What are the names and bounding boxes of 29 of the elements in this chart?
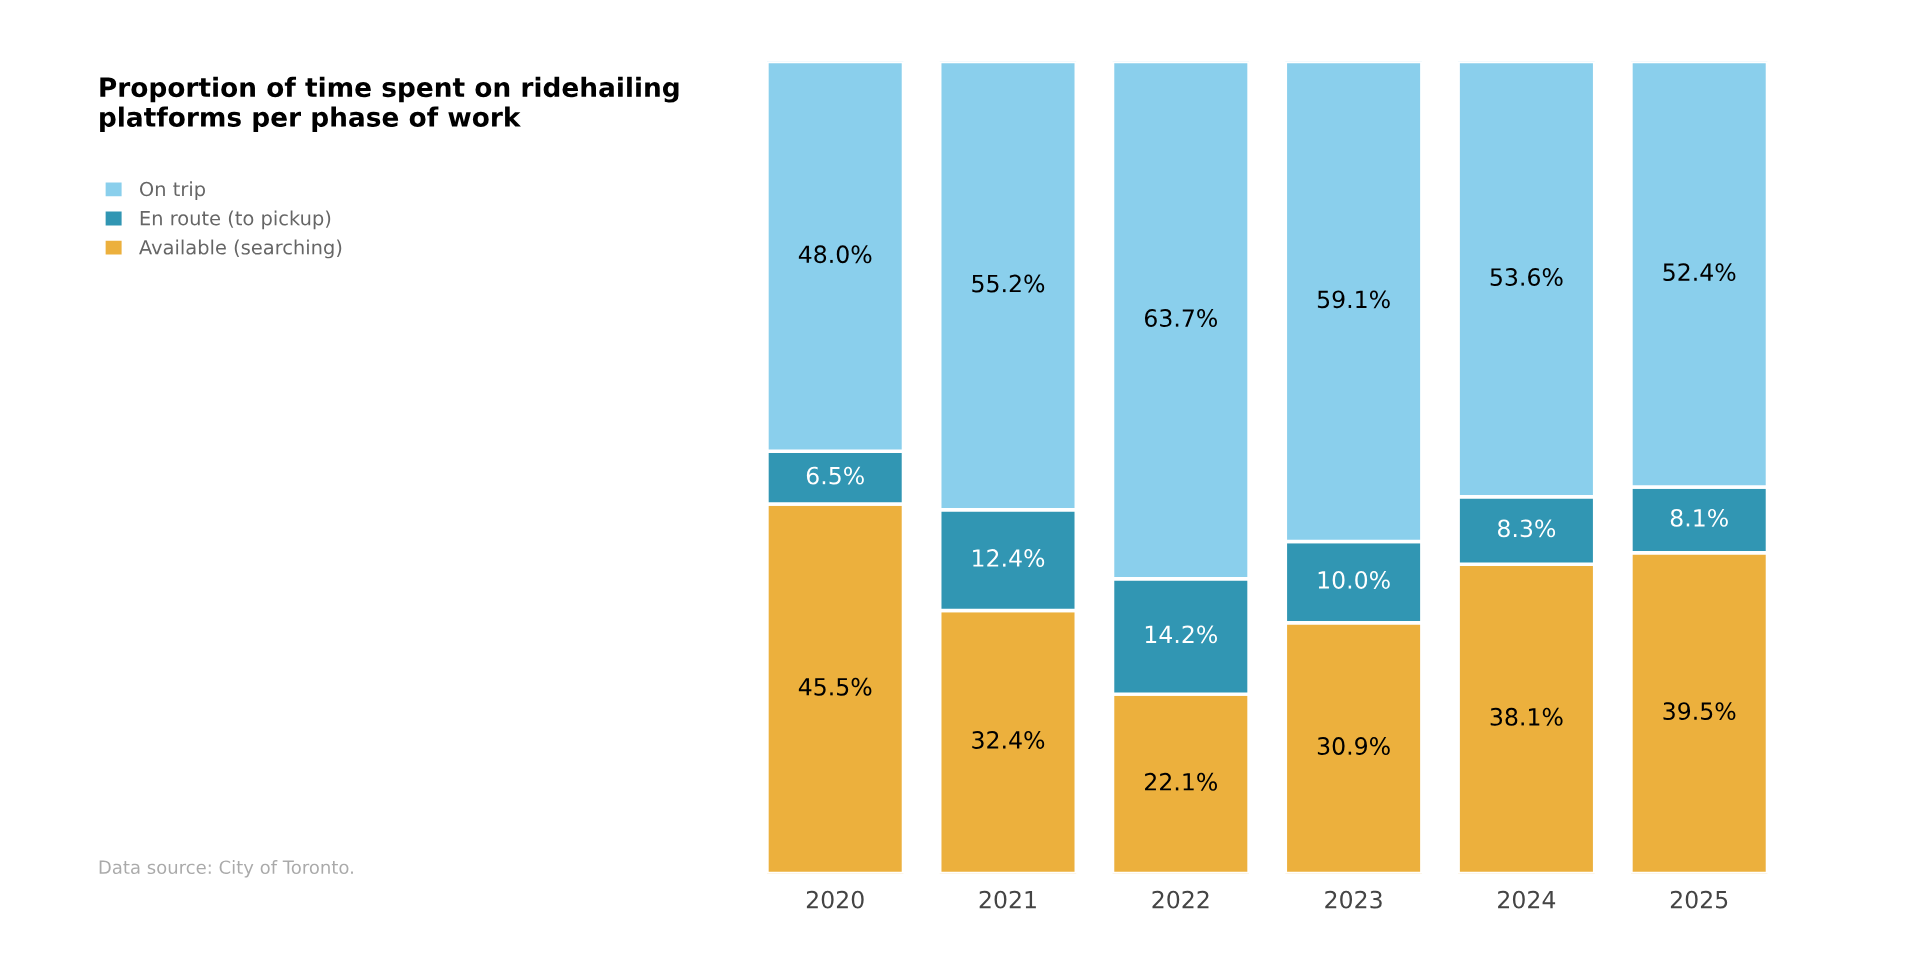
data-label: 8.1% <box>1670 508 1728 527</box>
data-label: 63.7% <box>1144 309 1217 327</box>
data-label: 39.5% <box>1663 702 1736 721</box>
legend-label: En route (to pickup) <box>140 210 331 230</box>
data-label: 32.4% <box>972 731 1045 749</box>
legend-label: On trip <box>139 181 206 201</box>
x-tick-label: 2024 <box>1498 890 1556 909</box>
data-label: 59.1% <box>1317 290 1390 309</box>
data-label: 53.6% <box>1490 268 1563 286</box>
x-tick-label: 2023 <box>1325 890 1382 909</box>
data-label: 48.0% <box>798 245 872 264</box>
text: Proportion of time spent on ridehailing platforms per phase of work <box>100 76 679 133</box>
data-label: 30.9% <box>1317 737 1390 755</box>
data-label: 22.1% <box>1145 772 1217 791</box>
data-label: 10.0% <box>1318 571 1390 589</box>
data-label: 45.5% <box>798 677 872 696</box>
data-label: 38.1% <box>1490 707 1563 726</box>
x-tick-label: 2022 <box>1152 890 1209 909</box>
legend-label: Available (searching) <box>139 239 342 259</box>
data-label: 14.2% <box>1145 625 1217 644</box>
data-label: 6.5% <box>806 466 864 485</box>
data-label: 55.2% <box>972 274 1045 293</box>
x-tick-label: 2025 <box>1670 890 1728 909</box>
data-label: 8.3% <box>1498 519 1556 538</box>
data-label: 12.4% <box>973 549 1045 567</box>
x-tick-label: 2020 <box>806 890 864 909</box>
x-tick-label: 2021 <box>979 890 1036 909</box>
source-note: Data source: City of Toronto. <box>99 860 353 878</box>
data-label: 52.4% <box>1663 263 1736 282</box>
